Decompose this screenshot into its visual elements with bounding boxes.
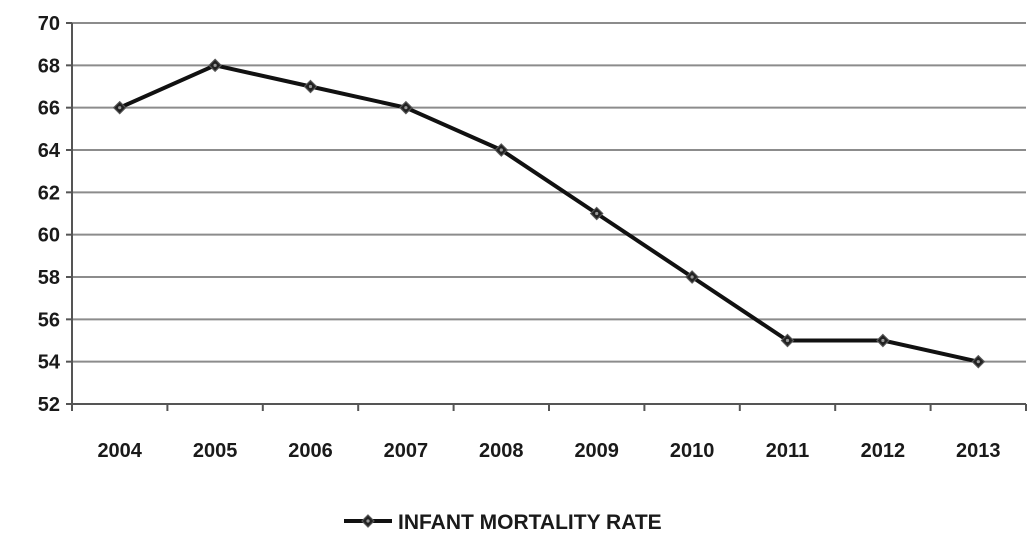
y-tick-label: 66 <box>38 98 60 120</box>
y-tick-label: 54 <box>38 352 61 374</box>
x-tick-label: 2005 <box>193 440 238 462</box>
x-tick-label: 2010 <box>670 440 715 462</box>
x-tick-label: 2007 <box>384 440 429 462</box>
y-tick-label: 70 <box>38 13 60 35</box>
data-point-marker <box>303 79 318 94</box>
data-point-marker <box>876 333 890 348</box>
x-tick-label: 2006 <box>288 440 333 462</box>
legend-label: INFANT MORTALITY RATE <box>398 511 662 533</box>
y-tick-label: 60 <box>38 225 60 247</box>
data-point-marker <box>399 100 413 115</box>
x-tick-label: 2012 <box>861 440 906 462</box>
axis-layer <box>66 22 1027 411</box>
legend-marker <box>361 514 375 528</box>
data-point-marker <box>780 333 795 348</box>
data-point-marker <box>494 143 509 157</box>
data-point-marker <box>685 270 699 284</box>
x-tick-label: 2008 <box>479 440 524 462</box>
x-tick-label: 2004 <box>97 440 142 462</box>
y-tick-label: 58 <box>38 267 60 289</box>
data-point-marker <box>589 206 604 221</box>
y-tick-label: 64 <box>38 140 61 162</box>
data-point-marker <box>112 100 127 115</box>
y-tick-label: 56 <box>38 309 60 331</box>
legend-marker-diamond <box>361 514 375 528</box>
series-layer <box>112 58 986 369</box>
y-tick-labels: 52 54 56 58 60 62 64 66 68 70 <box>38 13 61 416</box>
data-point-marker <box>971 354 986 369</box>
grid-layer <box>72 22 1026 363</box>
x-tick-label: 2013 <box>956 440 1001 462</box>
x-tick-labels: 2004 2005 2006 2007 2008 2009 2010 2011 2012 2013 <box>97 440 1000 462</box>
x-tick-label: 2009 <box>574 440 619 462</box>
legend: INFANT MORTALITY RATE <box>344 511 662 533</box>
y-tick-label: 68 <box>38 55 60 77</box>
y-tick-label: 52 <box>38 394 60 416</box>
y-tick-label: 62 <box>38 182 60 204</box>
x-tick-label: 2011 <box>766 440 809 462</box>
data-point-marker <box>208 58 222 73</box>
series-line <box>117 63 981 364</box>
